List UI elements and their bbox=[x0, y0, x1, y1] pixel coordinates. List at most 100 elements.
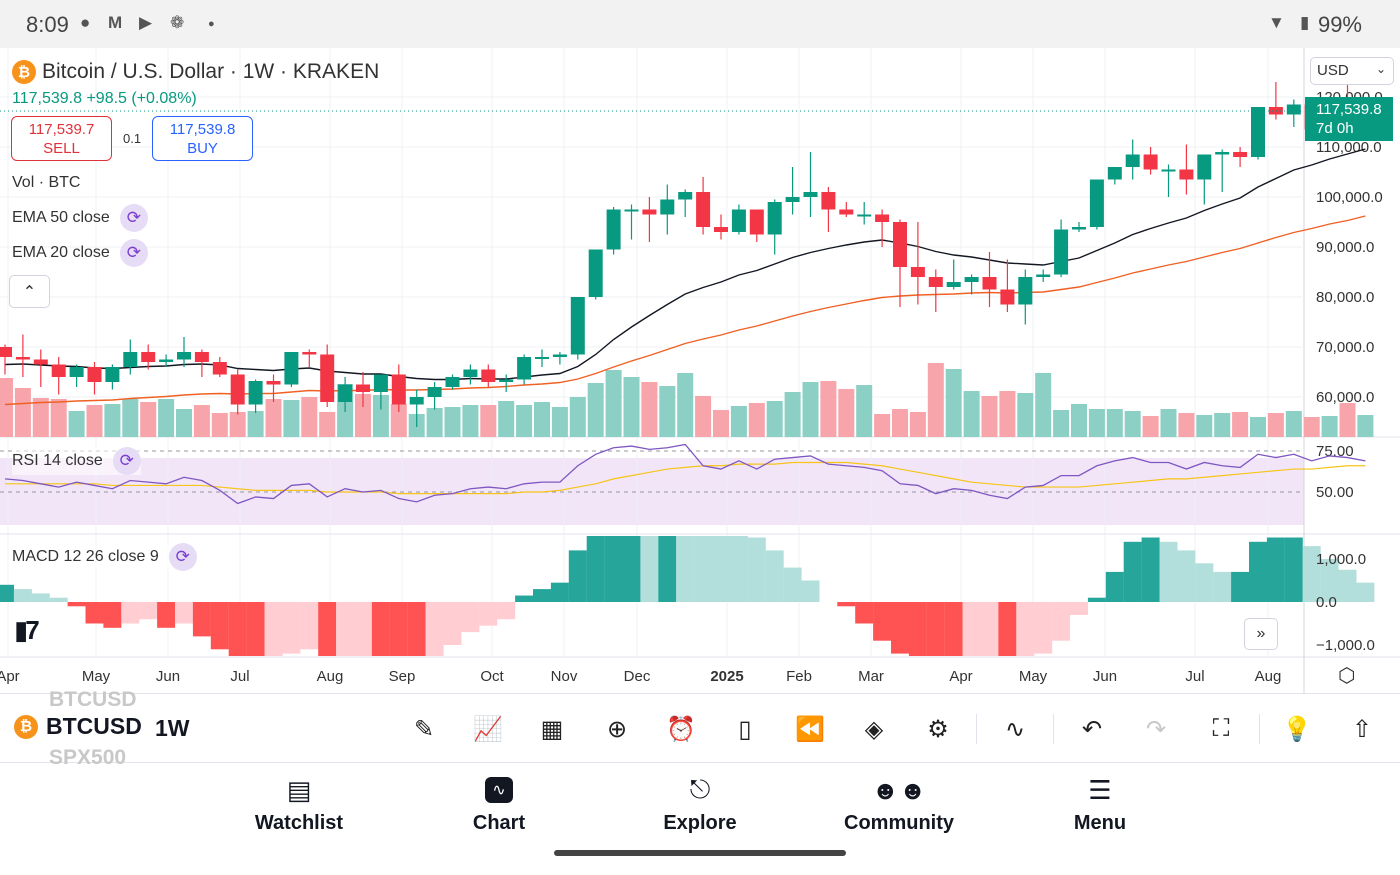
nav-menu[interactable]: ☰ Menu bbox=[1030, 772, 1170, 835]
volume-bar bbox=[945, 369, 962, 437]
currency-select[interactable]: USD ⌄ bbox=[1310, 57, 1394, 85]
volume-bar bbox=[820, 381, 837, 437]
volume-bar bbox=[784, 392, 801, 437]
nav-explore[interactable]: ⎋ Explore bbox=[630, 772, 770, 835]
indicator-ema50[interactable]: EMA 50 close ⟳ bbox=[12, 204, 148, 232]
macd-histogram-bar bbox=[944, 602, 963, 656]
refresh-icon[interactable]: ⟳ bbox=[112, 447, 141, 475]
fullscreen-icon[interactable]: ⛶ bbox=[1212, 715, 1230, 742]
volume-bar bbox=[480, 405, 497, 437]
refresh-icon[interactable]: ⟳ bbox=[168, 543, 197, 571]
sell-button[interactable]: 117,539.7 SELL bbox=[11, 116, 112, 161]
replay-icon[interactable]: ⏪ bbox=[795, 715, 825, 743]
indicator-ema20[interactable]: EMA 20 close ⟳ bbox=[12, 239, 148, 267]
scroll-to-realtime-button[interactable]: » bbox=[1244, 618, 1278, 650]
macd-histogram-bar bbox=[908, 602, 927, 656]
symbol-title[interactable]: ₿ Bitcoin / U.S. Dollar · 1W · KRAKEN bbox=[12, 60, 379, 84]
buy-button[interactable]: 117,539.8 BUY bbox=[152, 116, 253, 161]
candle-body bbox=[552, 354, 567, 357]
rsi-label-text: RSI 14 close bbox=[12, 452, 103, 469]
refresh-icon[interactable]: ⟳ bbox=[119, 204, 148, 232]
macd-histogram-bar bbox=[1284, 537, 1303, 602]
macd-histogram-bar bbox=[300, 602, 319, 650]
macd-histogram-bar bbox=[67, 602, 86, 607]
settings-sliders-icon[interactable]: ⚙ bbox=[927, 715, 949, 743]
candle-body bbox=[409, 397, 424, 405]
symbol-next[interactable]: SPX500 bbox=[49, 746, 127, 769]
indicator-volume[interactable]: Vol · BTC bbox=[12, 174, 80, 192]
candle-body bbox=[266, 381, 281, 385]
spread-value: 0.1 bbox=[123, 131, 142, 146]
toolbar-divider bbox=[976, 714, 977, 744]
candle-type-icon[interactable]: ▯ bbox=[738, 715, 752, 743]
symbol-title-text: Bitcoin / U.S. Dollar · 1W · KRAKEN bbox=[42, 60, 380, 83]
add-icon[interactable]: ⊕ bbox=[606, 715, 628, 743]
macd-histogram-bar bbox=[336, 602, 355, 656]
candle-body bbox=[767, 202, 782, 235]
idea-icon[interactable]: 💡 bbox=[1282, 715, 1312, 743]
macd-histogram-bar bbox=[461, 602, 480, 633]
candle-body bbox=[87, 367, 102, 382]
nav-watchlist[interactable]: ▤ Watchlist bbox=[229, 772, 369, 835]
volume-bar bbox=[247, 411, 264, 437]
collapse-legend-button[interactable]: ⌃ bbox=[9, 275, 50, 308]
share-icon[interactable]: ⇧ bbox=[1351, 715, 1373, 743]
volume-bar bbox=[534, 402, 550, 437]
alert-clock-icon[interactable]: ⏰ bbox=[666, 715, 696, 743]
volume-bar bbox=[909, 412, 926, 437]
volume-bar bbox=[1339, 403, 1356, 437]
drawing-tools-icon[interactable]: ✎ bbox=[413, 715, 435, 743]
volume-bar bbox=[874, 414, 891, 437]
gesture-home-bar[interactable] bbox=[554, 850, 846, 856]
time-axis-label: Oct bbox=[480, 668, 504, 685]
macd-histogram-bar bbox=[729, 536, 748, 602]
candle-body bbox=[1054, 229, 1069, 275]
volume-bar bbox=[355, 394, 371, 437]
symbol-prev[interactable]: BTCUSD bbox=[49, 688, 137, 711]
brave-icon: ● bbox=[80, 13, 91, 32]
macd-histogram-bar bbox=[479, 602, 498, 626]
candle-body bbox=[946, 282, 961, 287]
macd-histogram-bar bbox=[354, 602, 372, 656]
nav-chart[interactable]: ∿ Chart bbox=[429, 772, 569, 835]
candle-body bbox=[731, 209, 746, 232]
last-price-tag: 117,539.8 7d 0h bbox=[1305, 97, 1393, 141]
buy-label: BUY bbox=[187, 140, 218, 157]
candle-body bbox=[230, 374, 245, 405]
volume-bar bbox=[1071, 404, 1087, 437]
macd-histogram-bar bbox=[676, 536, 695, 602]
volume-bar bbox=[1250, 417, 1266, 437]
volume-bar bbox=[551, 407, 568, 437]
symbol-selector[interactable]: ₿ BTCUSD bbox=[14, 713, 142, 740]
redo-icon[interactable]: ↷ bbox=[1145, 715, 1167, 743]
macd-label[interactable]: MACD 12 26 close 9 ⟳ bbox=[12, 543, 197, 571]
macd-histogram-bar bbox=[550, 582, 569, 602]
price-change: +98.5 (+0.08%) bbox=[86, 90, 197, 107]
chart-area[interactable]: Apr May Jun Jul Aug Sep Oct Nov Dec 2025 Feb Mar Apr… bbox=[0, 48, 1400, 693]
price-scale-label: 100,000.0 bbox=[1316, 189, 1383, 206]
macd-histogram-bar bbox=[175, 602, 193, 624]
compare-icon[interactable]: ∿ bbox=[1004, 715, 1026, 743]
volume-bar bbox=[1303, 417, 1320, 437]
macd-histogram-bar bbox=[443, 602, 462, 645]
rsi-label[interactable]: RSI 14 close ⟳ bbox=[12, 447, 141, 475]
layout-grid-icon[interactable]: ▦ bbox=[540, 715, 564, 743]
price-scale-label: 70,000.0 bbox=[1316, 339, 1374, 356]
macd-histogram-bar bbox=[228, 602, 247, 656]
candle-body bbox=[624, 209, 639, 212]
undo-icon[interactable]: ↶ bbox=[1081, 715, 1103, 743]
interval-selector[interactable]: 1W bbox=[155, 715, 190, 741]
layers-icon[interactable]: ◈ bbox=[864, 715, 884, 743]
chart-settings-icon[interactable]: ⬡ bbox=[1338, 665, 1356, 687]
chart-canvas[interactable]: Apr May Jun Jul Aug Sep Oct Nov Dec 2025 Feb Mar Apr… bbox=[0, 48, 1400, 693]
chevron-down-icon: ⌄ bbox=[1375, 62, 1386, 76]
macd-histogram-bar bbox=[103, 602, 122, 628]
time-axis-label: May bbox=[82, 668, 111, 685]
macd-histogram-bar bbox=[515, 595, 534, 602]
macd-histogram-bar bbox=[282, 602, 301, 654]
nav-community[interactable]: ☻☻ Community bbox=[829, 772, 969, 835]
refresh-icon[interactable]: ⟳ bbox=[119, 239, 148, 267]
macd-histogram-bar bbox=[712, 536, 730, 602]
indicators-icon[interactable]: 📈 bbox=[473, 715, 503, 743]
bitcoin-icon: ₿ bbox=[12, 60, 36, 84]
